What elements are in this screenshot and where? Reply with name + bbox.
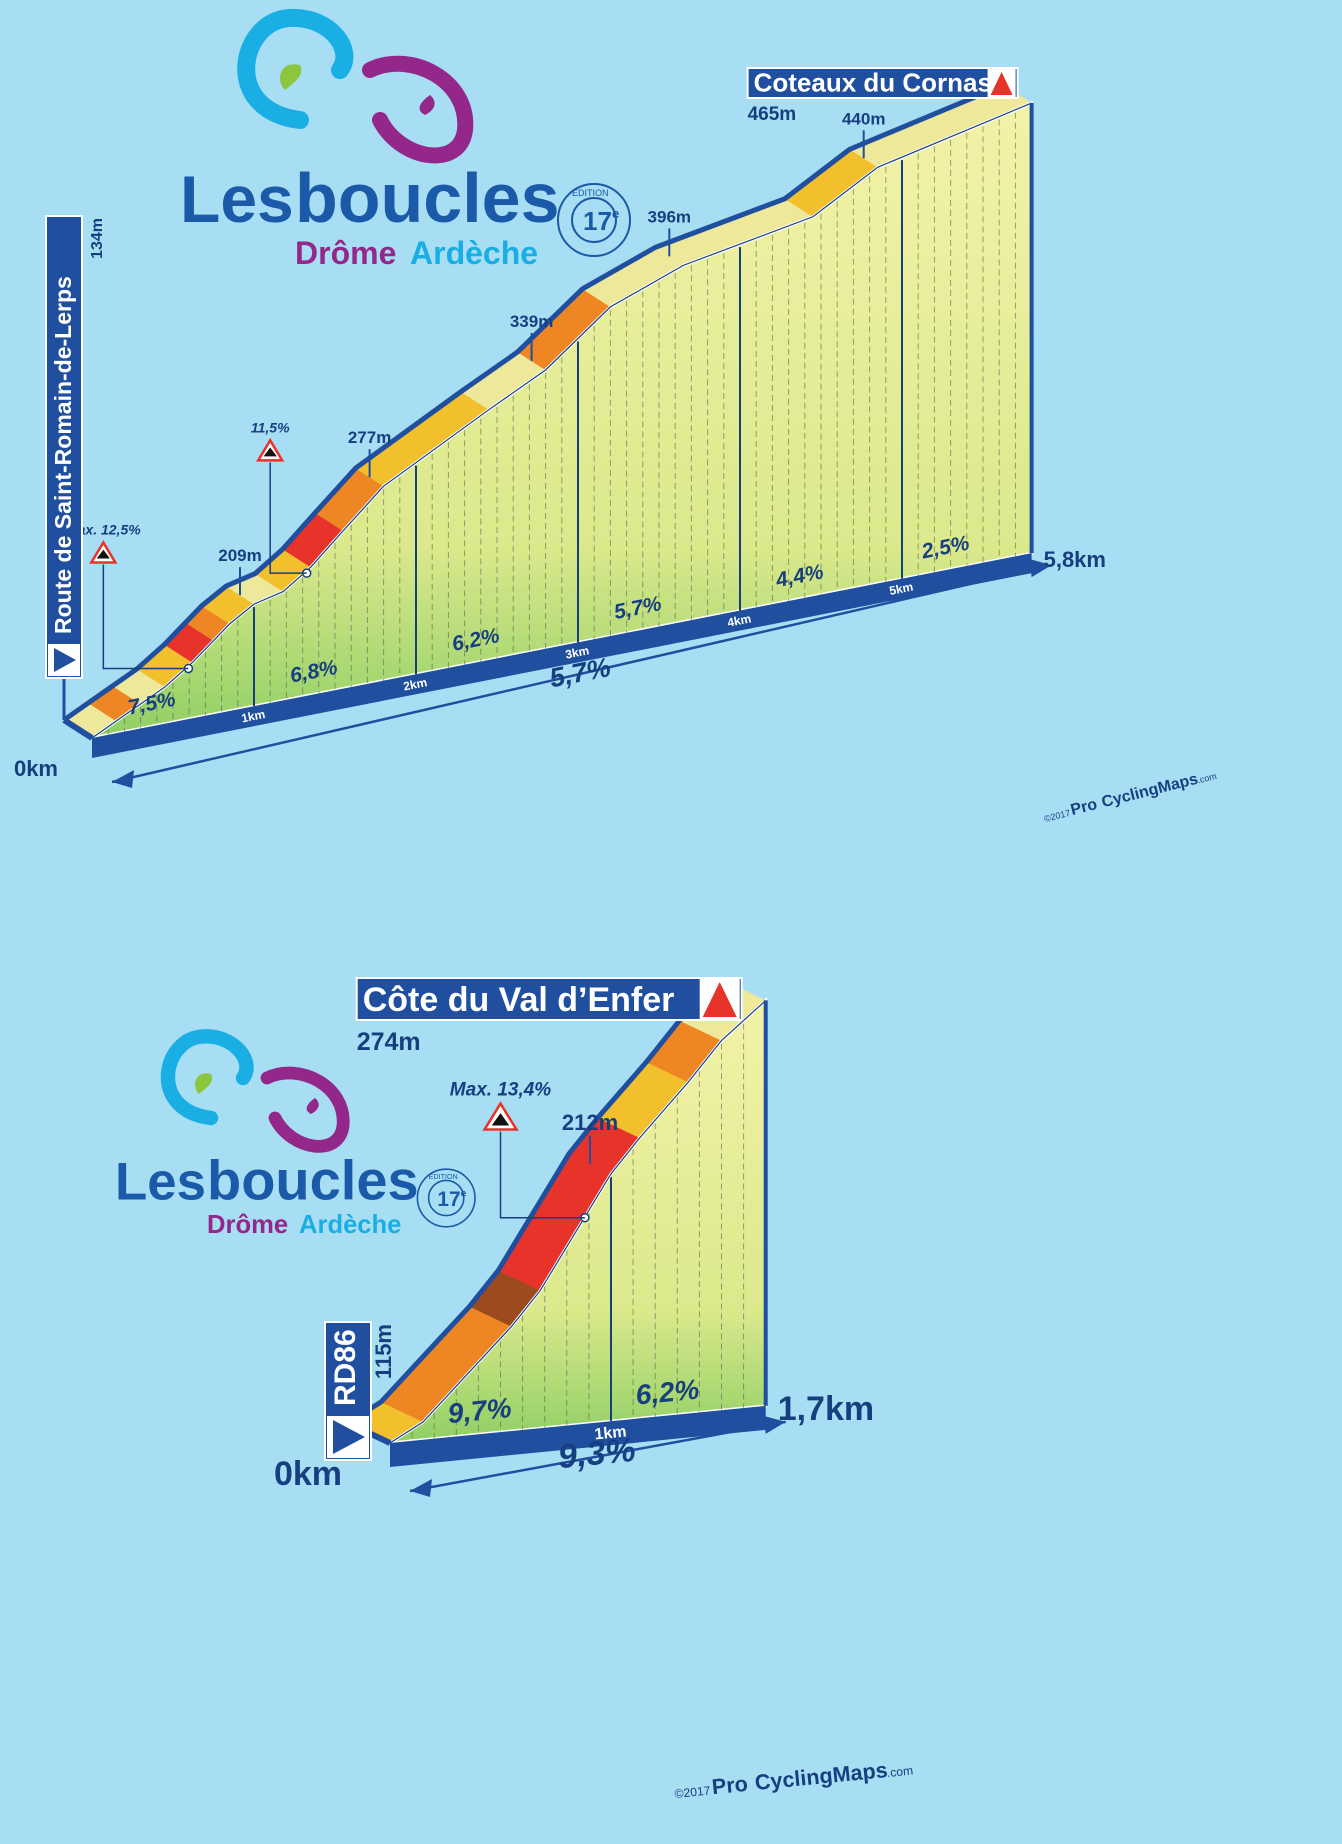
summit-altitude-label: 465m xyxy=(748,104,797,125)
km-tick-label: 1km xyxy=(594,1423,628,1443)
edition-label: ÉDITION xyxy=(429,1172,458,1181)
edition-sup: e xyxy=(612,206,619,221)
logo-rings-icon xyxy=(160,1029,350,1153)
km-tick-label: 3km xyxy=(564,643,590,661)
max-gradient-leader xyxy=(269,462,307,574)
arrow-right-head xyxy=(1029,559,1052,578)
steep-warning-glyph xyxy=(96,549,110,559)
logo-word-ardeche: Ardèche xyxy=(410,235,538,271)
altitude-marker-label: 277m xyxy=(348,428,391,447)
arrow-left-head xyxy=(112,770,134,788)
logo-word-boucles: boucles xyxy=(295,159,560,237)
credit-brand-tld: .com xyxy=(886,1763,914,1780)
summit-mountain-icon xyxy=(702,982,737,1017)
edition-sup: e xyxy=(461,1188,467,1199)
logo-word-drome: Drôme xyxy=(295,235,396,271)
logo-word-les: Les xyxy=(180,162,294,236)
max-gradient-leader xyxy=(102,564,189,670)
summit-title-box xyxy=(355,977,743,1021)
max-gradient-label: 11,5% xyxy=(251,419,290,435)
logo-word-les: Les xyxy=(115,1153,206,1212)
max-gradient-label: Max. 13,4% xyxy=(450,1080,551,1101)
arrow-left-head xyxy=(410,1479,432,1497)
steep-warning-glyph xyxy=(491,1113,510,1126)
logo-word-ardeche: Ardèche xyxy=(299,1211,401,1239)
race-logo-top: Les boucles Drôme Ardèche 17 e ÉDITION xyxy=(180,8,631,271)
altitude-marker-label: 440m xyxy=(842,109,885,128)
credit-brand-pro: Pro xyxy=(1069,796,1099,819)
average-gradient-label: 9,3% xyxy=(556,1431,637,1476)
summit-title-box xyxy=(746,67,1019,99)
start-altitude-label: 115m xyxy=(371,1324,396,1379)
segment-gradient-label: 6,2% xyxy=(634,1373,701,1410)
climb-profile-cote-du-val-denfer: 1km 9,7% 6,2% 9,3% 0km 1,7km 212m Max. 13,4% Côt… xyxy=(274,977,914,1801)
km-tick-label: 5km xyxy=(888,580,914,598)
summit-title: Coteaux du Cornas xyxy=(754,67,992,97)
altitude-marker-label: 396m xyxy=(648,207,691,226)
logo-word-boucles: boucles xyxy=(207,1149,419,1212)
profile-top-edge xyxy=(346,978,726,1426)
max-gradient-label: Max. 12,5% xyxy=(66,521,141,537)
start-sign-box xyxy=(45,215,83,679)
credit-brand-name: CyclingMaps xyxy=(1100,771,1200,812)
segment-gradient-label: 9,7% xyxy=(446,1392,513,1429)
edition-number: 17 xyxy=(583,206,612,236)
start-altitude-label: 134m xyxy=(89,218,106,259)
start-location-label: Route de Saint-Romain-de-Lerps xyxy=(50,276,76,634)
start-km-label: 0km xyxy=(274,1455,342,1493)
edition-label: ÉDITION xyxy=(572,188,609,198)
credit-brand-pro: Pro xyxy=(711,1771,749,1799)
max-gradient-leader xyxy=(499,1131,585,1219)
edition-badge: 17 e ÉDITION xyxy=(557,183,631,257)
km-tick-label: 1km xyxy=(240,707,266,725)
km-tick-label: 2km xyxy=(402,675,428,693)
credit-copyright: ©2017 xyxy=(674,1783,711,1800)
edition-badge: 17 e ÉDITION xyxy=(416,1168,476,1228)
start-arrow-icon xyxy=(54,648,76,672)
distance-bar xyxy=(390,1405,766,1467)
average-arrow-line xyxy=(111,563,1052,784)
altitude-marker-label: 212m xyxy=(562,1110,618,1135)
km-tick-label: 4km xyxy=(726,611,752,629)
logo-rings-icon xyxy=(237,8,474,164)
summit-altitude-label: 274m xyxy=(357,1028,421,1056)
credit-copyright: ©2017 xyxy=(1043,808,1071,824)
edition-number: 17 xyxy=(437,1188,460,1211)
profile-front-edge-line xyxy=(389,999,767,1444)
altitude-marker-label: 339m xyxy=(510,312,553,331)
steep-warning-glyph xyxy=(263,447,277,457)
credit-brand-name: CyclingMaps xyxy=(754,1757,889,1795)
profile-front-edge-line xyxy=(91,102,1032,739)
credit-brand-tld: .com xyxy=(1196,771,1217,785)
end-km-label: 5,8km xyxy=(1044,547,1106,572)
start-km-label: 0km xyxy=(14,756,58,781)
race-logo-bottom: Les boucles Drôme Ardèche 17 e ÉDITION xyxy=(115,1029,476,1239)
average-arrow-line xyxy=(409,1420,786,1493)
summit-title: Côte du Val d’Enfer xyxy=(363,981,675,1019)
climb-profile-coteaux-du-cornas: 1km2km3km4km5km7,5%6,8%6,2%5,7%4,4%2,5%5… xyxy=(14,67,1218,824)
altitude-marker-label: 209m xyxy=(218,546,261,565)
logo-word-drome: Drôme xyxy=(207,1211,288,1239)
start-block-edge xyxy=(62,717,94,741)
start-arrow-icon xyxy=(333,1420,365,1454)
summit-mountain-icon xyxy=(990,72,1013,95)
end-km-label: 1,7km xyxy=(778,1390,874,1428)
distance-bar xyxy=(92,553,1032,758)
start-location-label: RD86 xyxy=(329,1329,362,1406)
arrow-right-head xyxy=(763,1415,786,1434)
